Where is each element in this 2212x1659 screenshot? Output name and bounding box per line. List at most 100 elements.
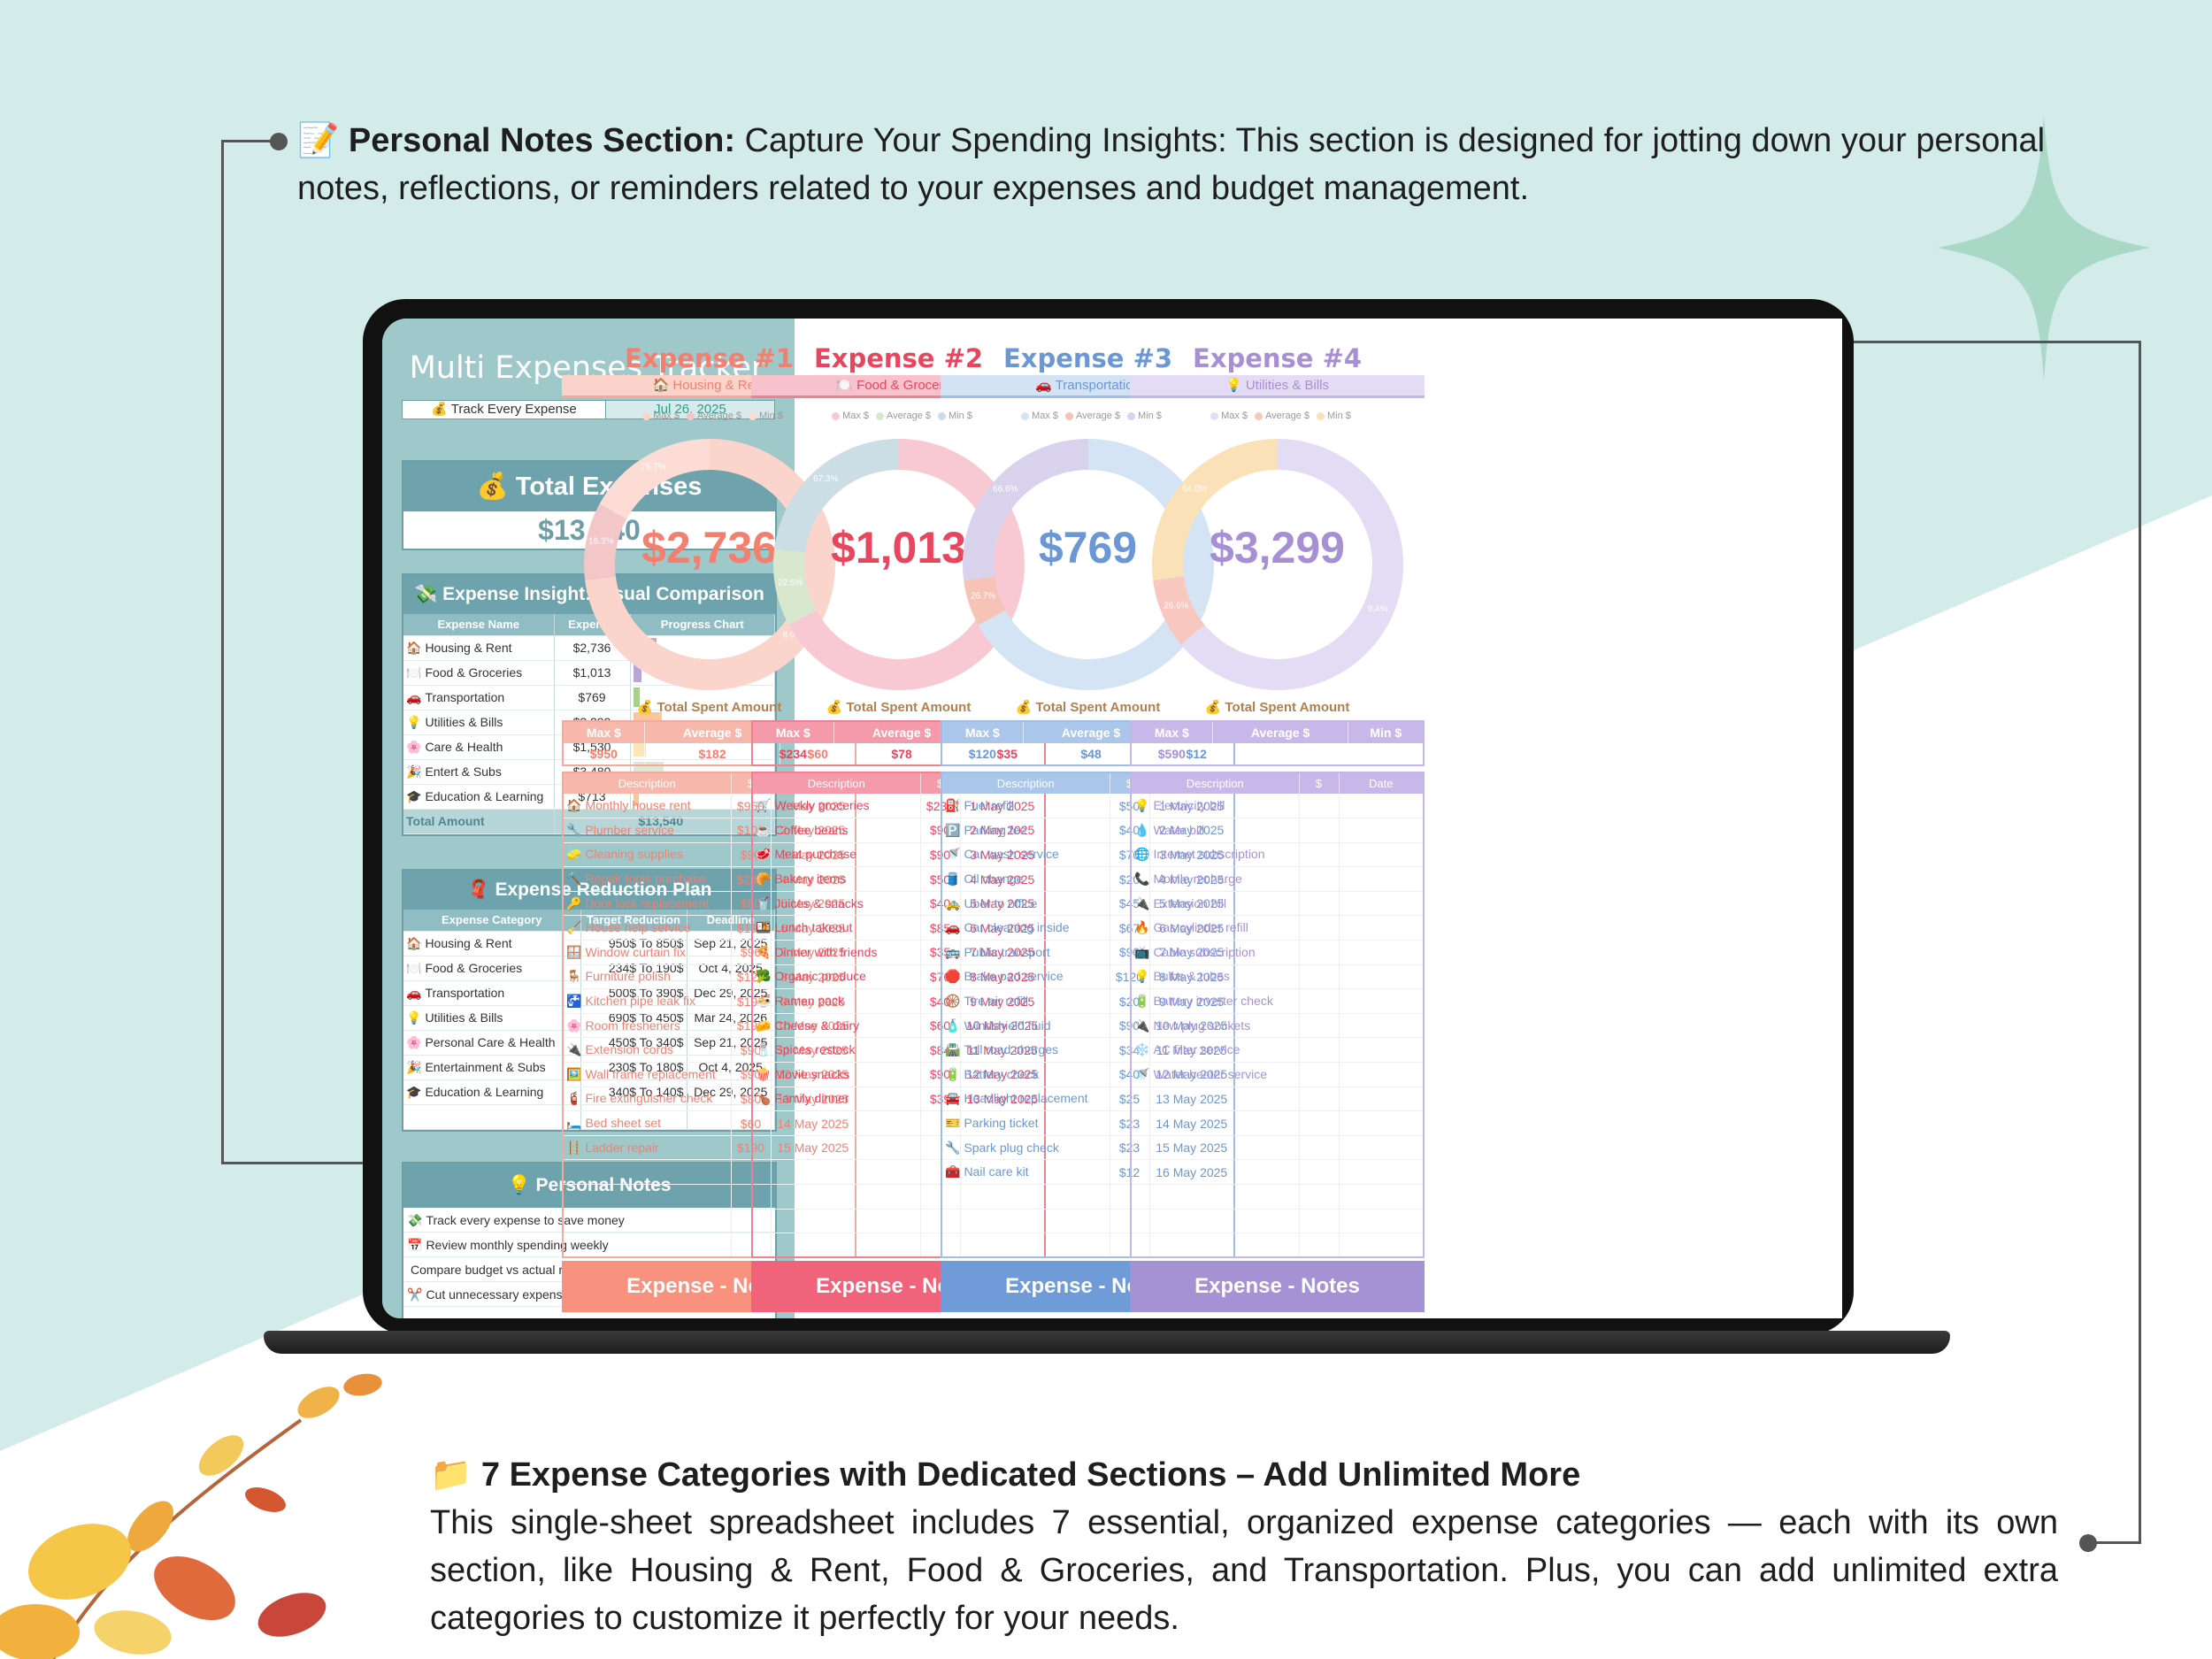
amount-cell[interactable] [1299,842,1340,868]
description-cell[interactable]: 🔧 Spark plug check [941,1135,1110,1161]
date-cell[interactable] [1339,1233,1425,1258]
description-cell[interactable]: 🛑 Brake pad service [941,964,1110,990]
description-cell[interactable]: 🛢️ Oil change [941,866,1110,892]
date-cell[interactable] [1339,1013,1425,1039]
amount-cell[interactable] [1299,964,1340,990]
description-cell[interactable] [563,1184,732,1210]
description-cell[interactable]: 🛣️ Toll road charges [941,1037,1110,1064]
description-cell[interactable]: 🔌 Extension bill [1131,891,1300,917]
date-cell[interactable] [1339,1087,1425,1112]
description-cell[interactable]: 💧 Water bill [1131,818,1300,843]
amount-cell[interactable] [1299,1062,1340,1087]
description-cell[interactable]: 🧽 Cleaning supplies [563,842,732,868]
description-cell[interactable] [752,1233,921,1258]
expense-row[interactable]: 🔥 Gas cylinder refill [1131,915,1425,941]
description-cell[interactable] [752,1110,921,1136]
description-cell[interactable]: 🖼️ Wall frame replacement [563,1062,732,1087]
description-cell[interactable]: 🍜 Ramen pack [752,988,921,1014]
description-cell[interactable]: 🍕 Dinner with friends [752,940,921,965]
description-cell[interactable] [941,1233,1110,1258]
description-cell[interactable]: 🥦 Organic produce [752,964,921,990]
description-cell[interactable]: 🌸 Room fresheners [563,1013,732,1039]
description-cell[interactable] [1131,1184,1300,1210]
empty-cell[interactable] [403,1104,581,1130]
description-cell[interactable]: 🥩 Meat purchase [752,842,921,868]
date-cell[interactable] [1339,1159,1425,1185]
description-cell[interactable] [752,1159,921,1185]
description-cell[interactable]: 🔧 Plumber service [563,818,732,843]
amount-cell[interactable] [1299,1159,1340,1185]
amount-cell[interactable] [1299,915,1340,941]
description-cell[interactable]: 🧴 Windshield fluid [941,1013,1110,1039]
description-cell[interactable]: 🚘 Headlight replacement [941,1087,1110,1112]
date-cell[interactable] [1339,1135,1425,1161]
expense-row[interactable]: 🔋 Battery inverter check [1131,988,1425,1014]
description-cell[interactable]: 🍿 Movie snacks [752,1062,921,1087]
expense-row[interactable]: 🔌 Extension bill [1131,891,1425,917]
description-cell[interactable]: 🧹 House help service [563,915,732,941]
description-cell[interactable]: 🔨 Repair tools purchase [563,866,732,892]
amount-cell[interactable] [1299,1013,1340,1039]
description-cell[interactable] [1131,1209,1300,1234]
description-cell[interactable]: 🛏️ Bed sheet set [563,1110,732,1136]
description-cell[interactable]: 🅿️ Parking fee [941,818,1110,843]
description-cell[interactable] [752,1135,921,1161]
date-cell[interactable] [1339,842,1425,868]
date-cell[interactable] [1339,1110,1425,1136]
description-cell[interactable]: 🪑 Furniture polish [563,964,732,990]
amount-cell[interactable] [1299,1233,1340,1258]
date-cell[interactable] [1339,1184,1425,1210]
expense-row[interactable] [1131,1110,1425,1136]
description-cell[interactable]: ❄️ AC filter service [1131,1037,1300,1064]
description-cell[interactable] [752,1184,921,1210]
amount-cell[interactable] [1299,1184,1340,1210]
description-cell[interactable]: 🏠 Monthly house rent [563,794,732,819]
expense-row[interactable] [1131,1159,1425,1185]
amount-cell[interactable] [1299,866,1340,892]
expense-row[interactable]: 💡 Electricity bill [1131,794,1425,819]
expense-row[interactable]: 🔌 Extension cords $90 11 May 2025 [563,1037,856,1064]
amount-cell[interactable] [1299,891,1340,917]
description-cell[interactable]: 💡 Electricity bill [1131,794,1300,819]
expense-row[interactable]: 📞 Mobile recharge [1131,866,1425,892]
description-cell[interactable]: 📺 Cable subscription [1131,940,1300,965]
date-cell[interactable] [1339,866,1425,892]
description-cell[interactable]: 🪜 Ladder repair [563,1135,732,1161]
description-cell[interactable]: 🧯 Fire extinguisher check [563,1087,732,1112]
description-cell[interactable]: 🥤 Juices & snacks [752,891,921,917]
description-cell[interactable]: 🍗 Family dinner [752,1087,921,1112]
description-cell[interactable]: 🚌 Public transport [941,940,1110,965]
expense-row[interactable] [1131,1209,1425,1234]
description-cell[interactable]: 🧀 Cheese & dairy [752,1013,921,1039]
description-cell[interactable] [941,1184,1110,1210]
description-cell[interactable]: 🚗 Car cleaning inside [941,915,1110,941]
amount-cell[interactable] [1299,818,1340,843]
description-cell[interactable]: 🎫 Parking ticket [941,1110,1110,1136]
date-cell[interactable] [1339,1209,1425,1234]
description-cell[interactable]: 💡 Bulbs & tubes [1131,964,1300,990]
expense-row[interactable]: 🔌 New plug sockets [1131,1013,1425,1039]
expense-row[interactable] [1131,1135,1425,1161]
expense-row[interactable]: 💧 Water bill [1131,818,1425,843]
description-cell[interactable]: 🪟 Window curtain fix [563,940,732,965]
description-cell[interactable]: 🔋 Battery inverter check [1131,988,1300,1014]
date-cell[interactable] [1339,988,1425,1014]
description-cell[interactable] [1131,1087,1300,1112]
description-cell[interactable] [1131,1110,1300,1136]
description-cell[interactable]: 📞 Mobile recharge [1131,866,1300,892]
description-cell[interactable] [1131,1135,1300,1161]
date-cell[interactable] [1339,940,1425,965]
amount-cell[interactable] [1299,1110,1340,1136]
description-cell[interactable]: 🔌 Extension cords [563,1037,732,1064]
amount-cell[interactable] [1299,1209,1340,1234]
description-cell[interactable]: 🥐 Bakery items [752,866,921,892]
description-cell[interactable]: 🔥 Gas cylinder refill [1131,915,1300,941]
description-cell[interactable]: 🍱 Lunch takeout [752,915,921,941]
description-cell[interactable]: ☕ Coffee beans [752,818,921,843]
date-cell[interactable] [1339,1037,1425,1064]
description-cell[interactable]: ⛽ Fuel refill [941,794,1110,819]
amount-cell[interactable] [1299,1135,1340,1161]
description-cell[interactable] [941,1209,1110,1234]
amount-cell[interactable] [1299,1087,1340,1112]
description-cell[interactable]: 🛒 Weekly groceries [752,794,921,819]
